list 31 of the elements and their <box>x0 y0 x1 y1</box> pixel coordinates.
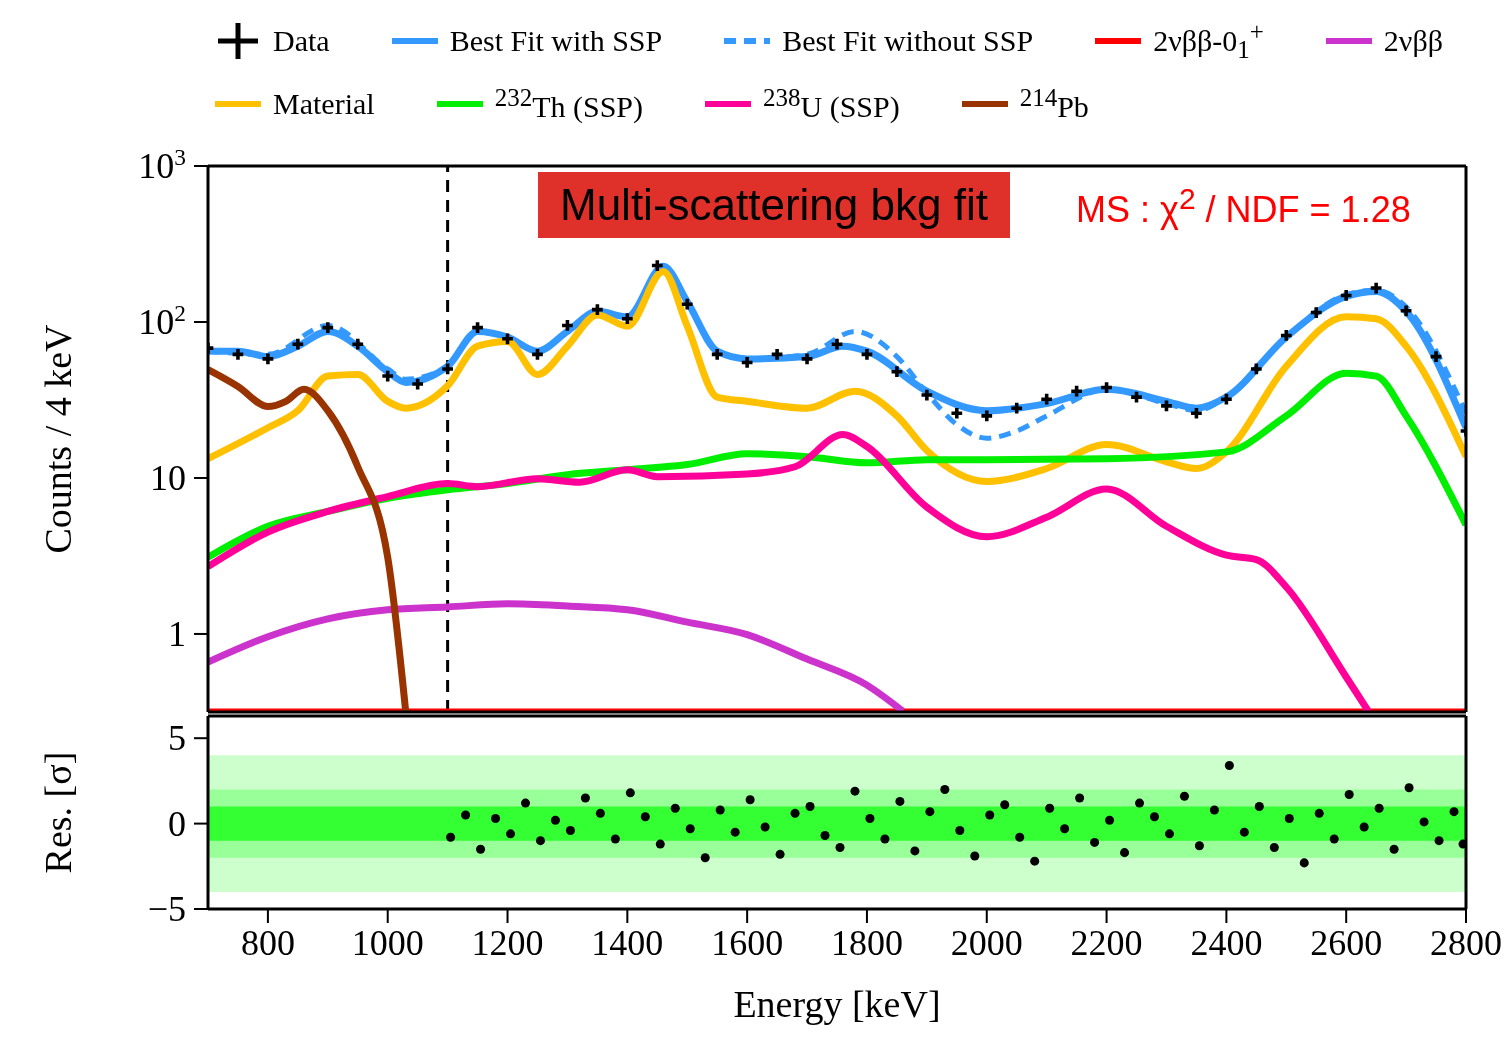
y-axis-title: Counts / 4 keV <box>37 323 80 554</box>
y-tick-label: 5 <box>168 718 186 759</box>
x-tick-label: 1000 <box>351 923 424 963</box>
x-tick-label: 2600 <box>1310 923 1383 963</box>
x-tick-label: 2400 <box>1190 923 1263 963</box>
legend-label: Best Fit with SSP <box>449 24 663 58</box>
legend-label: 2νββ <box>1383 24 1443 58</box>
y-tick-label: −5 <box>147 889 186 929</box>
x-axis-title: Energy [keV] <box>733 983 941 1025</box>
annotation: Multi-scattering bkg fit <box>538 172 1010 238</box>
legend-label: $^{238}$U (SSP) <box>762 84 900 124</box>
y-tick-label: 10$^{3}$ <box>138 144 186 186</box>
x-tick-label: 1200 <box>471 923 544 963</box>
legend-label: Data <box>273 24 330 58</box>
x-tick-label: 2200 <box>1070 923 1143 963</box>
legend-label: $^{232}$Th (SSP) <box>494 84 643 124</box>
y-tick-label: 10 <box>150 457 186 498</box>
y-tick-label: 10$^{2}$ <box>138 299 186 342</box>
legend-label: Best Fit without SSP <box>782 24 1034 58</box>
x-tick-label: 800 <box>240 923 295 963</box>
x-tick-label: 2800 <box>1430 923 1502 963</box>
y-tick-label: 0 <box>168 803 186 844</box>
y-tick-label: 1 <box>168 613 186 654</box>
legend-label: Material <box>273 87 375 121</box>
x-tick-label: 1400 <box>591 923 664 963</box>
y-axis-title: Res. [σ] <box>37 751 80 874</box>
x-tick-label: 1800 <box>830 923 903 963</box>
legend-label: $^{214}$Pb <box>1019 84 1089 124</box>
x-tick-label: 1600 <box>711 923 784 963</box>
x-tick-label: 2000 <box>950 923 1023 963</box>
annotation: MS : χ$^{2}$ / NDF = 1.28 <box>1076 182 1411 231</box>
